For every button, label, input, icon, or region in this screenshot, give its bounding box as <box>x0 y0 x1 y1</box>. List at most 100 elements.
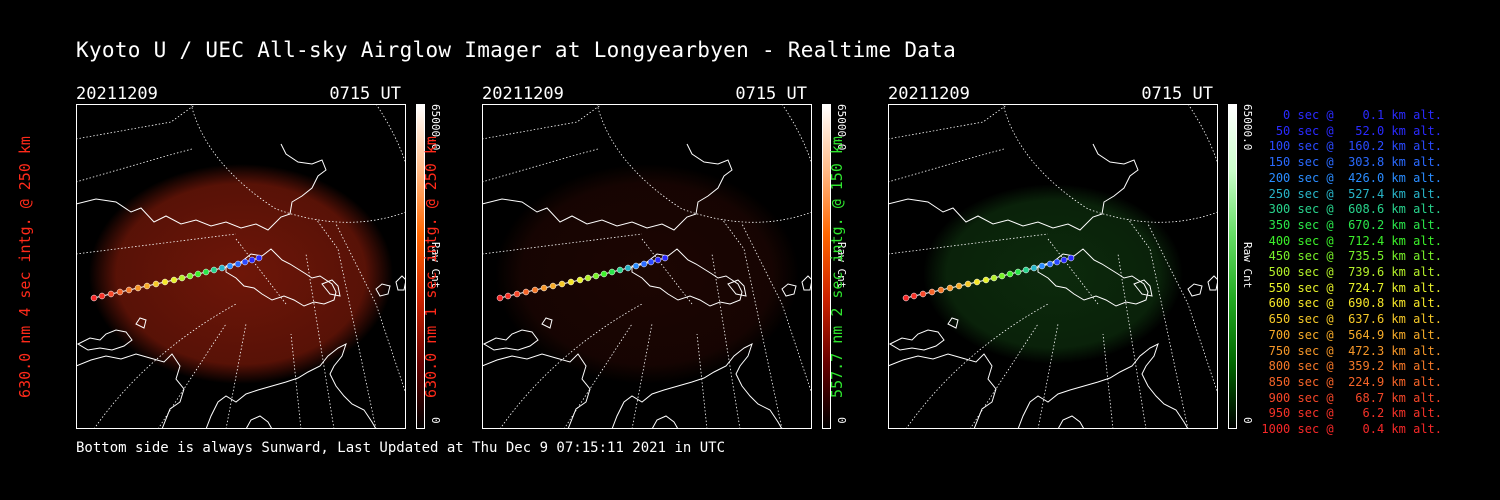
trajectory-point <box>170 276 178 284</box>
trajectory-point <box>632 262 640 270</box>
legend-entry: 400 sec @ 712.4 km alt. <box>1268 233 1442 248</box>
trajectory-point <box>567 278 575 286</box>
legend-entry: 300 sec @ 608.6 km alt. <box>1268 202 1442 217</box>
trajectory-point <box>973 278 981 286</box>
legend-entry: 900 sec @ 68.7 km alt. <box>1268 390 1442 405</box>
panel-1: 20211209 0715 UT 630.0 nm 4 sec intg. @ … <box>16 84 496 434</box>
legend-entry: 450 sec @ 735.5 km alt. <box>1268 249 1442 264</box>
colorbar-unit: Raw Cnt <box>835 242 848 289</box>
image-frame <box>482 104 812 429</box>
trajectory-point <box>134 284 142 292</box>
trajectory-point <box>624 264 632 272</box>
trajectory-point <box>549 282 557 290</box>
airglow-region <box>495 164 799 384</box>
colorbar-max: 65000.0 <box>835 104 848 151</box>
legend-entry: 750 sec @ 472.3 km alt. <box>1268 343 1442 358</box>
trajectory-point <box>600 270 608 278</box>
legend-entry: 50 sec @ 52.0 km alt. <box>1275 123 1442 138</box>
trajectory-point <box>143 282 151 290</box>
airglow-region <box>923 184 1183 364</box>
trajectory-point <box>1046 260 1054 268</box>
coastline <box>541 317 553 329</box>
trajectory-point <box>152 280 160 288</box>
panel-time: 0715 UT <box>735 84 807 104</box>
trajectory-point <box>928 288 936 296</box>
panel-ylabel: 630.0 nm 4 sec intg. @ 250 km <box>16 136 34 398</box>
page-title: Kyoto U / UEC All-sky Airglow Imager at … <box>76 38 957 62</box>
colorbar-min: 0 <box>835 417 848 424</box>
trajectory-point <box>178 274 186 282</box>
coastline <box>651 415 679 429</box>
colorbar-min: 0 <box>1241 417 1254 424</box>
legend-entry: 650 sec @ 637.6 km alt. <box>1268 312 1442 327</box>
legend-entry: 1000 sec @ 0.4 km alt. <box>1261 422 1442 437</box>
colorbar <box>822 104 831 429</box>
trajectory-point <box>910 292 918 300</box>
allsky-image <box>888 104 1218 429</box>
trajectory-point <box>558 280 566 288</box>
colorbar-max: 65000.0 <box>1241 104 1254 151</box>
latlong-gridline <box>711 253 741 429</box>
coastline <box>482 143 733 231</box>
panel-2: 20211209 0715 UT 630.0 nm 1 sec intg. @ … <box>422 84 902 434</box>
coastline <box>225 248 337 307</box>
trajectory-point <box>194 270 202 278</box>
latlong-gridline <box>482 233 643 255</box>
trajectory-point <box>116 288 124 296</box>
trajectory-point <box>647 258 655 266</box>
trajectory-point <box>504 292 512 300</box>
trajectory-point <box>902 294 910 302</box>
legend-entry: 150 sec @ 303.8 km alt. <box>1268 155 1442 170</box>
coastline <box>1037 248 1149 307</box>
legend-entry: 0 sec @ 0.1 km alt. <box>1283 108 1442 122</box>
trajectory-point <box>255 254 263 262</box>
trajectory-point <box>522 288 530 296</box>
trajectory-point <box>107 290 115 298</box>
coastline <box>781 283 797 297</box>
coastline <box>888 329 945 351</box>
latlong-gridline <box>1147 223 1218 395</box>
coastline <box>482 353 591 429</box>
trajectory-point <box>161 278 169 286</box>
coastline <box>76 143 327 231</box>
colorbar-unit: Raw Cnt <box>1241 242 1254 289</box>
coastline <box>76 353 185 429</box>
latlong-gridline <box>1117 253 1147 429</box>
latlong-gridline <box>499 303 643 429</box>
trajectory-point <box>964 280 972 288</box>
trajectory-point <box>661 254 669 262</box>
trajectory-point <box>186 272 194 280</box>
trajectory-point <box>998 272 1006 280</box>
coastline <box>947 317 959 329</box>
latlong-gridline <box>76 104 197 140</box>
legend-entry: 350 sec @ 670.2 km alt. <box>1268 217 1442 232</box>
trajectory-point <box>919 290 927 298</box>
trajectory-point <box>98 292 106 300</box>
latlong-gridline <box>1002 104 1218 223</box>
latlong-gridline <box>76 233 237 255</box>
legend-entry: 550 sec @ 724.7 km alt. <box>1268 280 1442 295</box>
trajectory-point <box>1030 264 1038 272</box>
trajectory-point <box>576 276 584 284</box>
footer-status: Bottom side is always Sunward, Last Upda… <box>76 440 726 456</box>
latlong-gridline <box>225 323 247 429</box>
latlong-gridline <box>482 104 603 140</box>
trajectory-point <box>513 290 521 298</box>
coastline <box>631 248 743 307</box>
legend-entry: 100 sec @ 160.2 km alt. <box>1268 139 1442 154</box>
trajectory-point <box>531 286 539 294</box>
trajectory-point <box>955 282 963 290</box>
coastline <box>321 279 341 297</box>
coastline <box>135 317 147 329</box>
panel-date: 20211209 <box>888 84 970 104</box>
trajectory-point <box>982 276 990 284</box>
coastline <box>482 329 539 351</box>
trajectory-point <box>946 284 954 292</box>
trajectory-point <box>1022 266 1030 274</box>
trajectory-point <box>990 274 998 282</box>
panel-ylabel: 557.7 nm 2 sec intg. @ 150 km <box>828 136 846 398</box>
coastline <box>1057 415 1085 429</box>
trajectory-point <box>234 260 242 268</box>
trajectory-point <box>608 268 616 276</box>
latlong-gridline <box>190 104 406 223</box>
